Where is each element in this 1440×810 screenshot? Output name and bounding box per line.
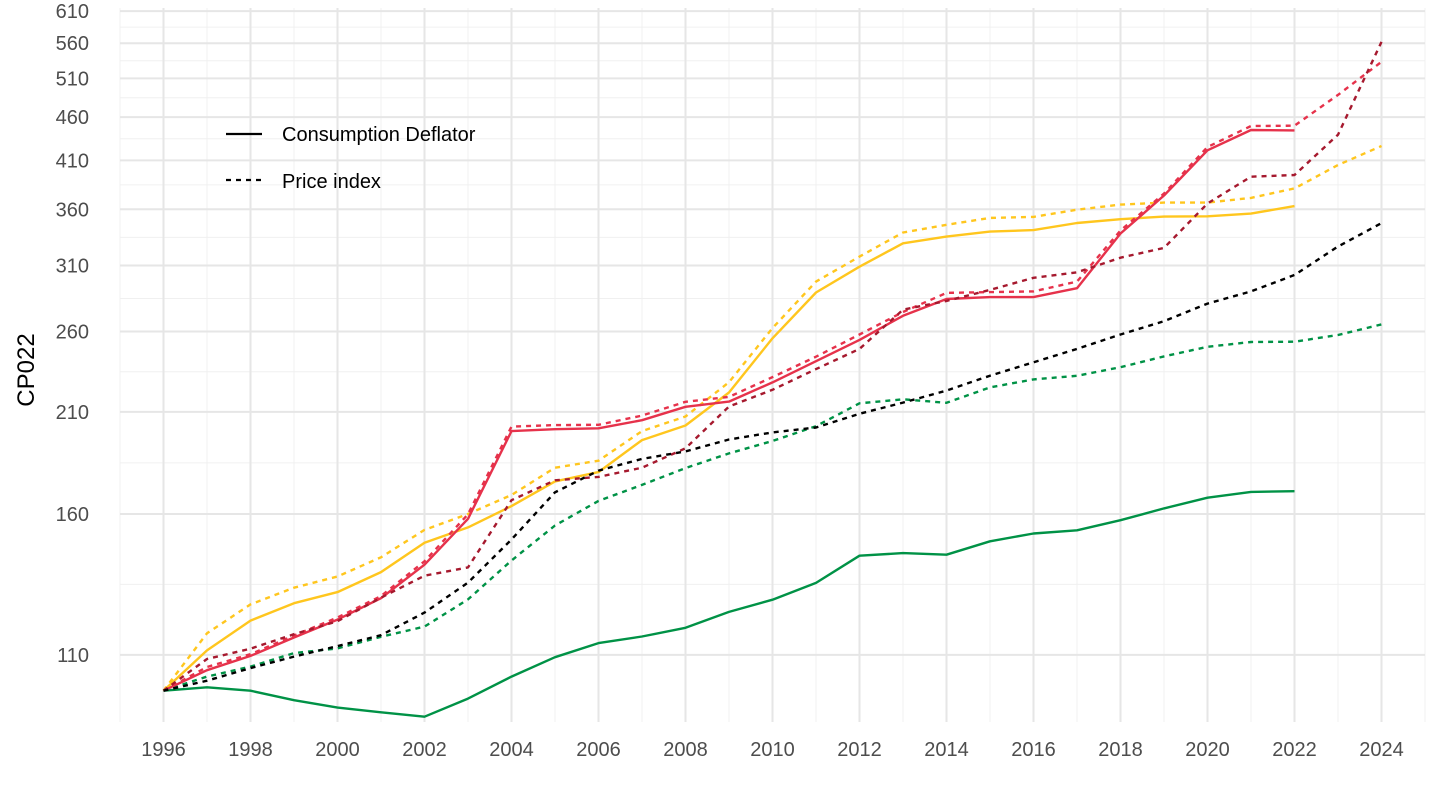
y-tick-label: 360 [56,199,89,221]
series-line-price-7 [162,41,1383,692]
x-tick-label: 2022 [1272,739,1317,761]
x-tick-label: 2006 [576,739,621,761]
legend: Consumption Deflator Price index [226,124,476,193]
x-tick-label: 1996 [141,739,186,761]
x-tick-label: 2014 [924,739,969,761]
x-tick-label: 2012 [837,739,882,761]
x-tick-label: 2002 [402,739,447,761]
y-tick-label: 260 [56,322,89,344]
series-line-deflator-5 [162,128,1295,692]
x-tick-label: 2008 [663,739,708,761]
x-tick-label: 1998 [228,739,273,761]
y-tick-label: 610 [56,1,89,23]
series-line-price-6 [162,60,1383,692]
series-line-deflator-3 [162,204,1295,692]
y-tick-label: 510 [56,68,89,90]
x-tick-label: 2010 [750,739,795,761]
series-lines [162,41,1383,718]
x-tick-label: 2020 [1185,739,1230,761]
y-tick-label: 460 [56,107,89,129]
series-line-price-8 [163,222,1383,692]
y-axis-tick-labels: 110 160 210 260 310 360 410 460 510 560 610 [56,1,89,667]
y-tick-label: 110 [57,645,89,667]
legend-label-consumption-deflator: Consumption Deflator [282,124,476,146]
series-line-deflator-1 [163,490,1295,718]
x-tick-label: 2018 [1098,739,1143,761]
y-tick-label: 160 [56,504,89,526]
x-tick-label: 2024 [1359,739,1404,761]
y-tick-label: 560 [56,33,89,55]
x-tick-label: 2000 [315,739,360,761]
legend-label-price-index: Price index [282,171,381,193]
y-axis-label: CP022 [13,333,40,406]
y-tick-label: 310 [56,255,89,277]
x-axis-tick-labels: 1996 1998 2000 2002 2004 2006 2008 2010 2012 2014… [141,739,1404,761]
y-tick-label: 210 [56,402,89,424]
x-tick-label: 2016 [1011,739,1056,761]
y-tick-label: 410 [56,150,89,172]
grid-major [120,8,1425,722]
x-tick-label: 2004 [489,739,534,761]
